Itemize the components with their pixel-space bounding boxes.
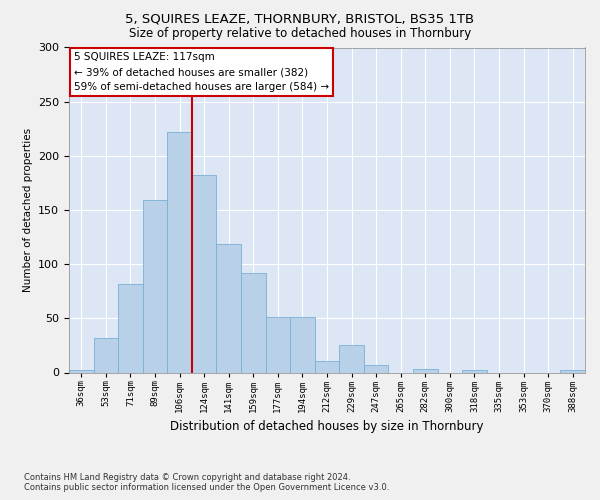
Bar [413, 369, 437, 372]
Bar [241, 273, 266, 372]
Bar [315, 360, 339, 372]
Bar [167, 132, 192, 372]
Bar [69, 370, 94, 372]
Text: 5 SQUIRES LEAZE: 117sqm
← 39% of detached houses are smaller (382)
59% of semi-d: 5 SQUIRES LEAZE: 117sqm ← 39% of detache… [74, 52, 329, 92]
Bar [339, 346, 364, 372]
Bar [118, 284, 143, 372]
Bar [217, 244, 241, 372]
Bar [462, 370, 487, 372]
Bar [192, 176, 217, 372]
Bar [290, 318, 315, 372]
Bar [143, 200, 167, 372]
Text: Size of property relative to detached houses in Thornbury: Size of property relative to detached ho… [129, 28, 471, 40]
Y-axis label: Number of detached properties: Number of detached properties [23, 128, 32, 292]
Text: Contains HM Land Registry data © Crown copyright and database right 2024.
Contai: Contains HM Land Registry data © Crown c… [24, 473, 389, 492]
X-axis label: Distribution of detached houses by size in Thornbury: Distribution of detached houses by size … [170, 420, 484, 433]
Bar [94, 338, 118, 372]
Bar [266, 318, 290, 372]
Bar [560, 370, 585, 372]
Text: 5, SQUIRES LEAZE, THORNBURY, BRISTOL, BS35 1TB: 5, SQUIRES LEAZE, THORNBURY, BRISTOL, BS… [125, 12, 475, 26]
Bar [364, 365, 388, 372]
